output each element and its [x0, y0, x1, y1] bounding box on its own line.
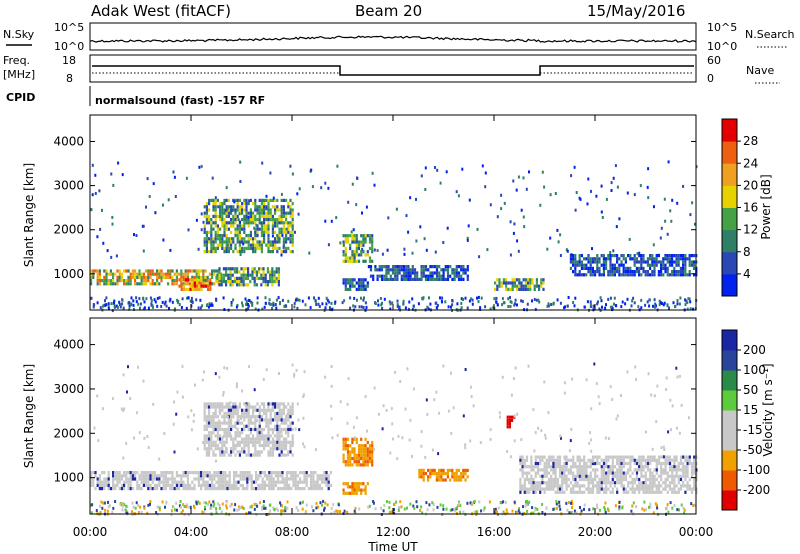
- x-tick-label-2: 08:00: [275, 525, 310, 539]
- echo-region: [178, 278, 212, 291]
- x-axis-label: Time UT: [367, 540, 418, 554]
- power-y-label: Slant Range [km]: [22, 163, 36, 267]
- echo-region: [367, 265, 469, 281]
- colorbar-swatch: [722, 430, 737, 451]
- freq-panel: Freq. [MHz] 18 8 60 0 Nave: [3, 54, 780, 85]
- velocity-colorbar-label: Velocity [m s⁻¹]: [761, 363, 775, 456]
- colorbar-tick-4: -15: [743, 423, 763, 437]
- nsky-left-tick-top: 10^5: [54, 21, 84, 34]
- cpid-row: CPID normalsound (fast) -157 RF: [6, 86, 265, 107]
- nsearch-label: N.Search: [745, 28, 795, 41]
- freq-left-tick-bottom: 8: [66, 72, 73, 85]
- echo-region: [494, 278, 545, 291]
- nsky-right-tick-top: 10^5: [707, 21, 737, 34]
- freq-label: Freq.: [3, 54, 30, 67]
- colorbar-swatch: [722, 119, 737, 142]
- cpid-label: CPID: [6, 91, 35, 104]
- echo-region: [342, 482, 369, 495]
- nsky-left-tick-bottom: 10^0: [54, 40, 84, 53]
- colorbar-swatch: [722, 273, 737, 297]
- echo-region: [203, 198, 294, 254]
- power-echo-layer: [90, 160, 698, 313]
- nave-right-tick-top: 60: [707, 54, 721, 67]
- colorbar-swatch: [722, 370, 737, 391]
- colorbar-swatch: [722, 229, 737, 253]
- x-tick-label-1: 04:00: [174, 525, 209, 539]
- velocity-y-axis: 1000 2000 3000 4000: [53, 338, 696, 485]
- power-colorbar: 28 24 20 16 12 8 4 Power [dB]: [721, 118, 773, 297]
- colorbar-tick-0: 200: [743, 343, 766, 357]
- nsky-trace: [89, 35, 697, 43]
- colorbar-swatch: [722, 350, 737, 371]
- y-tick-label-3: 4000: [53, 134, 84, 148]
- colorbar-tick-3: 15: [743, 403, 758, 417]
- y-tick-label-0: 1000: [53, 267, 84, 281]
- echo-region: [418, 468, 469, 482]
- power-y-axis: 1000 2000 3000 4000: [53, 134, 696, 281]
- colorbar-swatch: [722, 390, 737, 411]
- freq-left-tick-top: 18: [62, 54, 76, 67]
- colorbar-swatch: [722, 470, 737, 491]
- cpid-text: normalsound (fast) -157 RF: [95, 94, 265, 107]
- velocity-x-axis: 00:00 04:00 08:00 12:00 16:00 20:00 00:00: [73, 115, 714, 539]
- colorbar-tick-1: 24: [743, 156, 758, 170]
- velocity-y-label: Slant Range [km]: [22, 364, 36, 468]
- colorbar-tick-6: -100: [743, 463, 770, 477]
- y-tick-label-3: 4000: [53, 338, 84, 352]
- power-panel: 1000 2000 3000 4000 Slant Range [km]: [22, 114, 698, 313]
- colorbar-swatch: [722, 163, 737, 186]
- nsky-right-tick-bottom: 10^0: [707, 40, 737, 53]
- colorbar-swatch: [722, 450, 737, 471]
- colorbar-tick-3: 16: [743, 201, 758, 215]
- colorbar-tick-2: 20: [743, 178, 758, 192]
- echo-region: [342, 278, 369, 291]
- station-title: Adak West (fitACF): [91, 2, 231, 20]
- colorbar-swatch: [722, 410, 737, 431]
- y-tick-label-0: 1000: [53, 471, 84, 485]
- echo-region: [90, 269, 222, 286]
- nsky-panel: N.Sky 10^5 10^0 10^5 10^0 N.Search: [3, 21, 795, 53]
- echo-region: [342, 437, 374, 467]
- colorbar-swatch: [722, 185, 737, 208]
- beam-title: Beam 20: [355, 2, 422, 20]
- nave-label: Nave: [746, 64, 774, 77]
- frequency-trace: [92, 65, 694, 76]
- x-tick-label-3: 12:00: [376, 525, 411, 539]
- x-tick-label-5: 20:00: [578, 525, 613, 539]
- velocity-colorbar: 200 100 50 15 -15 -50 -100 -200 Velocity [m s⁻¹…: [721, 329, 775, 511]
- echo-region: [569, 254, 698, 277]
- colorbar-swatch: [722, 490, 737, 511]
- colorbar-swatch: [722, 141, 737, 164]
- velocity-echo-layer: [90, 362, 698, 517]
- freq-unit-label: [MHz]: [3, 68, 35, 81]
- x-tick-label-4: 16:00: [477, 525, 512, 539]
- colorbar-swatch: [722, 251, 737, 275]
- colorbar-tick-5: 8: [743, 245, 751, 259]
- colorbar-swatch: [722, 330, 737, 351]
- nave-right-tick-bottom: 0: [707, 72, 714, 85]
- colorbar-tick-7: -200: [743, 483, 770, 497]
- echo-region: [216, 267, 280, 287]
- echo-region: [90, 471, 332, 491]
- date-title: 15/May/2016: [587, 2, 685, 20]
- colorbar-swatch: [722, 207, 737, 231]
- echo-region: [519, 455, 698, 494]
- velocity-panel: 1000 2000 3000 4000 00:00 04:00 08:00 12:00 16:…: [22, 115, 713, 554]
- y-tick-label-1: 2000: [53, 223, 84, 237]
- nsky-label: N.Sky: [3, 28, 35, 41]
- colorbar-tick-5: -50: [743, 443, 763, 457]
- x-tick-label-6: 00:00: [679, 525, 714, 539]
- y-tick-label-2: 3000: [53, 179, 84, 193]
- power-colorbar-label: Power [dB]: [759, 174, 773, 239]
- x-tick-label-0: 00:00: [73, 525, 108, 539]
- y-tick-label-2: 3000: [53, 382, 84, 396]
- colorbar-tick-2: 50: [743, 383, 758, 397]
- echo-region: [342, 234, 374, 263]
- colorbar-tick-1: 100: [743, 363, 766, 377]
- colorbar-tick-6: 4: [743, 267, 751, 281]
- y-tick-label-1: 2000: [53, 426, 84, 440]
- colorbar-tick-4: 12: [743, 223, 758, 237]
- colorbar-tick-0: 28: [743, 134, 758, 148]
